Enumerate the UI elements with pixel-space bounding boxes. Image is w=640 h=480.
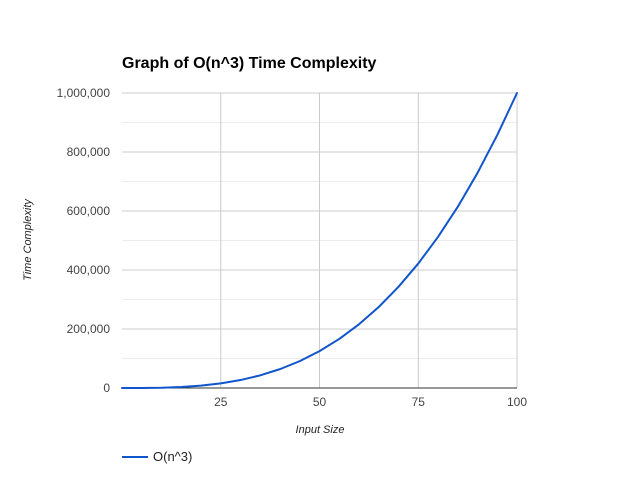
x-axis-title: Input Size: [296, 424, 345, 436]
x-tick-label: 25: [214, 395, 228, 409]
chart-title: Graph of O(n^3) Time Complexity: [122, 55, 377, 72]
y-tick-label: 800,000: [67, 145, 111, 159]
legend: O(n^3): [122, 449, 192, 464]
x-tick-labels: 25 50 75 100: [214, 395, 527, 409]
series-lines: [121, 92, 518, 389]
legend-label: O(n^3): [153, 449, 192, 464]
series-line: [121, 92, 518, 389]
x-tick-label: 50: [313, 395, 327, 409]
y-axis-title: Time Complexity: [22, 198, 34, 281]
y-tick-label: 400,000: [67, 263, 111, 277]
x-tick-label: 100: [507, 395, 527, 409]
x-tick-label: 75: [412, 395, 426, 409]
y-tick-label: 0: [103, 381, 110, 395]
y-tick-label: 200,000: [67, 322, 111, 336]
y-tick-labels: 0 200,000 400,000 600,000 800,000 1,000,000: [57, 86, 111, 395]
y-tick-label: 600,000: [67, 204, 111, 218]
grid: [122, 92, 518, 389]
y-tick-label: 1,000,000: [57, 86, 111, 100]
